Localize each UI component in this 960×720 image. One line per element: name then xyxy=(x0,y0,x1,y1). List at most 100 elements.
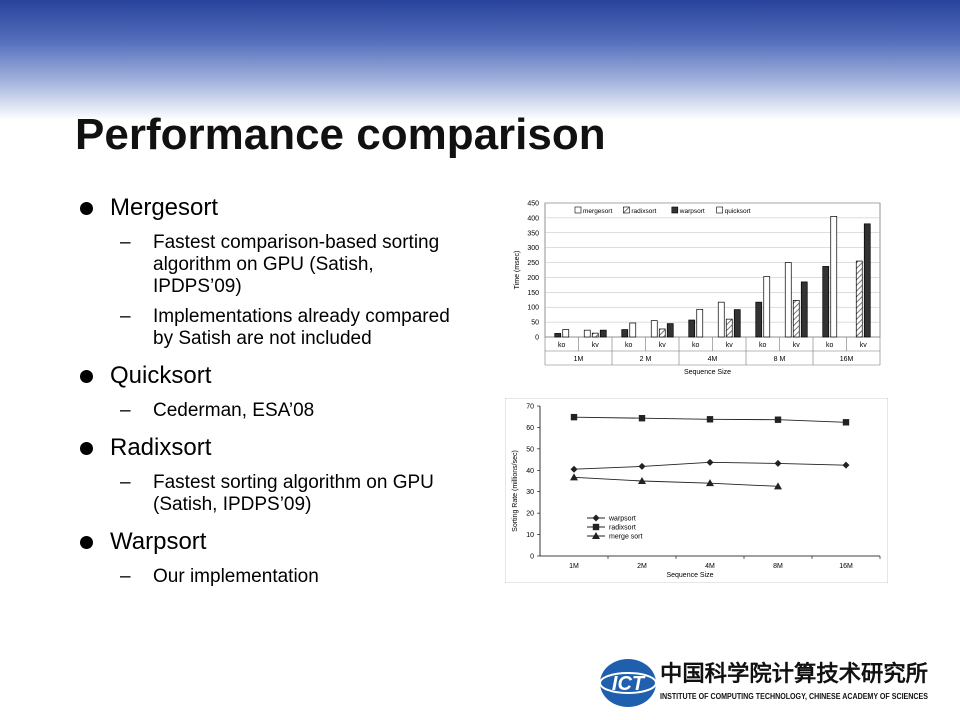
y-tick-label: 300 xyxy=(527,245,539,252)
bar-warpsort xyxy=(863,223,871,338)
sub-bullet-text: Cederman, ESA’08 xyxy=(153,400,315,421)
y-tick-label: 150 xyxy=(527,290,539,297)
x-group-label: 4M xyxy=(708,356,718,363)
x-category-label: ko xyxy=(759,342,767,349)
y-axis-title: Sorting Rate (millions/sec) xyxy=(512,450,519,532)
y-tick-label: 70 xyxy=(526,404,534,411)
y-tick-label: 100 xyxy=(527,305,539,312)
bar-warpsort xyxy=(554,333,562,338)
x-axis-title: Sequence Size xyxy=(666,572,713,579)
x-tick-label: 1M xyxy=(569,563,579,570)
x-group-label: 1M xyxy=(574,356,584,363)
logo-en-name: INSTITUTE OF COMPUTING TECHNOLOGY, CHINE… xyxy=(660,692,929,701)
x-category-label: kv xyxy=(726,342,734,349)
legend-label-radixsort: radixsort xyxy=(631,208,656,215)
legend-label-mergesort: mergesort xyxy=(583,208,612,215)
legend-label-warpsort: warpsort xyxy=(608,516,636,523)
x-category-label: ko xyxy=(826,342,834,349)
bar-quicksort xyxy=(763,276,771,338)
bar-warpsort xyxy=(822,266,830,338)
sub-bullet-warpsort-1: – Our implementation xyxy=(120,566,319,587)
y-tick-label: 20 xyxy=(526,511,534,518)
bullet-mergesort: Mergesort xyxy=(80,190,460,226)
logo-cn-name: 中国科学院计算技术研究所 xyxy=(660,661,928,686)
logo-globe-icon xyxy=(600,659,656,707)
point-radixsort xyxy=(842,419,850,426)
logo-mark: ICT xyxy=(612,673,646,695)
y-axis-title: Time (msec) xyxy=(514,251,521,290)
y-tick-label: 50 xyxy=(531,320,539,327)
header-gradient-band xyxy=(0,0,960,120)
line-chart-svg: 0 10 20 30 40 50 60 70 1M 2M 4M 8M 16M Sequence Size S… xyxy=(504,397,889,584)
sub-bullet-radixsort-1: – Fastest sorting algorithm on GPU (Satis… xyxy=(120,472,434,515)
legend-marker-radixsort xyxy=(592,523,600,531)
sub-bullet-text: Our implementation xyxy=(153,566,319,587)
sub-bullet-text: Implementations already compared by Sati… xyxy=(153,306,450,349)
bar-warpsort xyxy=(666,323,674,338)
point-merge-sort xyxy=(706,479,714,487)
legend-swatch-warpsort xyxy=(671,206,679,214)
y-tick-label: 10 xyxy=(526,532,534,539)
bar-quicksort xyxy=(562,329,570,338)
x-category-label: ko xyxy=(625,342,633,349)
bar-quicksort xyxy=(830,216,838,338)
x-group-label: 2 M xyxy=(640,356,652,363)
x-group-label: 16M xyxy=(840,356,854,363)
bar-warpsort xyxy=(621,329,629,338)
legend-label-warpsort: warpsort xyxy=(679,208,705,215)
bar-warpsort xyxy=(733,309,741,338)
x-category-label: ko xyxy=(558,342,566,349)
point-warpsort xyxy=(638,462,646,470)
legend-label-radixsort: radixsort xyxy=(609,525,636,532)
y-tick-label: 350 xyxy=(527,230,539,237)
y-tick-label: 400 xyxy=(527,215,539,222)
y-tick-label: 250 xyxy=(527,260,539,267)
sub-bullet-quicksort-1: – Cederman, ESA’08 xyxy=(120,400,315,421)
y-tick-label: 60 xyxy=(526,425,534,432)
line-chart-rate: 0 10 20 30 40 50 60 70 1M 2M 4M 8M 16M Sequence Size S… xyxy=(504,397,889,584)
bar-mergesort xyxy=(650,320,658,338)
bar-quicksort xyxy=(629,322,637,338)
legend-marker-warpsort xyxy=(592,514,600,522)
x-axis-title: Sequence Size xyxy=(684,369,731,376)
x-category-label: kv xyxy=(860,342,868,349)
x-tick-label: 8M xyxy=(773,563,783,570)
bar-mergesort xyxy=(717,301,725,338)
slide-title: Performance comparison xyxy=(75,110,606,159)
x-tick-label: 2M xyxy=(637,563,647,570)
x-tick-label: 16M xyxy=(839,563,853,570)
legend-label-quicksort: quicksort xyxy=(725,208,751,215)
bar-warpsort xyxy=(688,319,696,338)
bar-mergesort xyxy=(784,262,792,338)
point-merge-sort xyxy=(570,473,578,481)
bar-radixsort xyxy=(792,300,800,338)
y-tick-label: 450 xyxy=(527,201,539,208)
bar-warpsort xyxy=(755,301,763,338)
legend-swatch-quicksort xyxy=(716,206,723,214)
bar-radixsort xyxy=(591,332,599,338)
bar-mergesort xyxy=(583,329,591,338)
legend-label-merge-sort: merge sort xyxy=(609,534,643,541)
x-category-label: ko xyxy=(692,342,700,349)
sub-bullet-mergesort-2: – Implementations already compared by Sat… xyxy=(120,306,450,349)
bar-chart-svg: 0 50 100 150 200 250 300 350 400 450 ko kv ko kv ko kv k… xyxy=(514,201,881,376)
legend-marker-merge-sort xyxy=(592,532,600,539)
y-tick-label: 40 xyxy=(526,468,534,475)
x-category-label: kv xyxy=(659,342,667,349)
bar-warpsort xyxy=(599,329,607,338)
bar-radixsort xyxy=(725,318,733,338)
bullet-list: Mergesort – Fastest comparison-based sort… xyxy=(80,190,460,596)
bar-radixsort xyxy=(658,328,666,338)
ict-logo-graphic: ICT 中国科学院计算技术研究所 INSTITUTE OF COMPUTING … xyxy=(599,659,929,707)
point-warpsort xyxy=(706,458,714,466)
point-warpsort xyxy=(842,461,850,469)
bullet-quicksort: Quicksort xyxy=(80,358,460,394)
point-merge-sort xyxy=(774,482,782,490)
chart-border xyxy=(504,397,889,584)
y-tick-label: 0 xyxy=(530,554,534,561)
legend-swatch-mergesort xyxy=(574,206,582,214)
sub-bullet-text: Fastest sorting algorithm on GPU (Satish… xyxy=(153,472,434,515)
point-radixsort xyxy=(774,416,782,423)
ict-logo: ICT 中国科学院计算技术研究所 INSTITUTE OF COMPUTING … xyxy=(598,655,933,710)
bullet-warpsort: Warpsort xyxy=(80,524,460,560)
